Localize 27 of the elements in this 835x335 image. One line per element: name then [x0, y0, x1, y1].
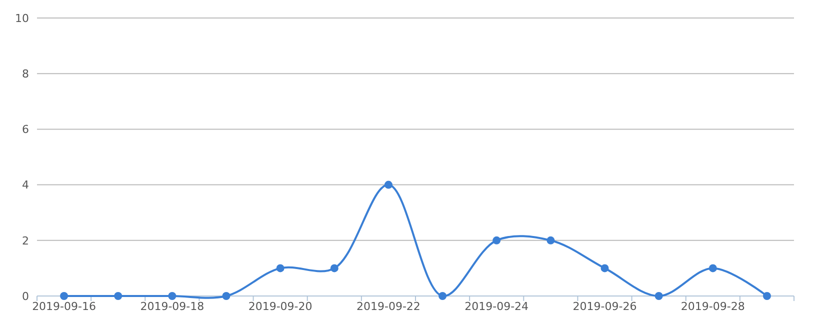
- point: [762, 292, 771, 300]
- point: [276, 264, 284, 272]
- x-tick-label: 2019-09-16: [32, 300, 96, 313]
- point: [600, 264, 609, 272]
- point: [60, 292, 68, 300]
- point: [114, 292, 122, 300]
- point: [222, 292, 230, 300]
- x-tick-label: 2019-09-22: [356, 300, 420, 313]
- y-tick-label: 0: [22, 290, 29, 303]
- x-tick-label: 2019-09-18: [140, 300, 204, 313]
- y-tick-label: 10: [15, 12, 29, 25]
- x-tick-label: 2019-09-24: [464, 300, 529, 313]
- x-tick-label: 2019-09-28: [680, 300, 745, 313]
- point: [654, 292, 663, 300]
- y-tick-label: 2: [22, 234, 29, 248]
- point: [492, 236, 501, 244]
- x-tick-label: 2019-09-20: [248, 300, 312, 313]
- x-tick-label: 2019-09-26: [572, 300, 637, 313]
- point: [168, 292, 176, 300]
- point: [330, 264, 338, 272]
- point: [546, 236, 555, 244]
- y-tick-label: 4: [22, 178, 29, 192]
- point: [384, 180, 392, 189]
- y-tick-label: 8: [22, 67, 29, 80]
- point: [438, 292, 447, 300]
- point: [708, 264, 717, 272]
- y-tick-label: 6: [22, 123, 29, 136]
